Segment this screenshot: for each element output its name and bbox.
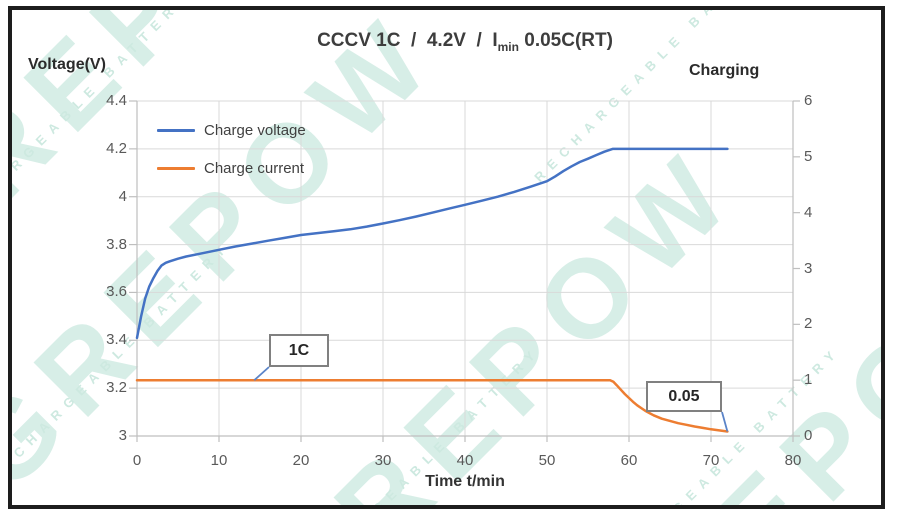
y-left-tick-label: 3	[118, 427, 127, 444]
chart-title-text: CCCV 1C / 4.2V / I	[317, 30, 498, 51]
y-left-tick-label: 3.8	[106, 235, 127, 253]
legend: Charge voltage Charge current	[157, 118, 306, 194]
y-right-tick-label: 0	[804, 427, 813, 444]
y-left-tick-label: 4	[118, 187, 127, 205]
x-tick-label: 30	[374, 452, 392, 469]
x-tick-label: 20	[292, 452, 310, 469]
y-left-tick-label: 4.2	[106, 139, 127, 157]
y-right-tick-label: 4	[804, 203, 813, 221]
x-tick-label: 70	[702, 452, 720, 469]
x-tick-label: 40	[456, 452, 474, 469]
y-right-tick-label: 6	[804, 92, 813, 109]
chart-title: CCCV 1C / 4.2V / Imin 0.05C(RT)	[137, 30, 793, 54]
annotation-1c: 1C	[269, 334, 329, 367]
y-right-tick-label: 3	[804, 259, 813, 277]
voltage-line-swatch	[157, 128, 195, 132]
chart-title-suffix: 0.05C(RT)	[518, 30, 613, 51]
y-left-tick-label: 3.4	[106, 331, 127, 349]
y-left-tick-label: 3.2	[106, 379, 127, 397]
x-tick-label: 50	[538, 452, 556, 469]
y-right-tick-label: 1	[804, 371, 813, 389]
chart-title-subscript: min	[497, 39, 519, 54]
y-right-tick-label: 2	[804, 315, 813, 333]
x-tick-label: 80	[784, 452, 802, 469]
x-tick-label: 60	[620, 452, 638, 469]
right-axis-title: Charging	[689, 62, 760, 79]
x-tick-label: 0	[132, 452, 142, 469]
annotation-0-05: 0.05	[646, 381, 722, 412]
current-line-swatch	[157, 166, 195, 170]
x-tick-label: 10	[210, 452, 228, 469]
x-axis-title: Time t/min	[425, 473, 505, 490]
y-right-tick-label: 5	[804, 147, 813, 165]
y-left-tick-label: 4.4	[106, 92, 127, 109]
legend-item-current: Charge current	[157, 156, 306, 180]
legend-label-voltage: Charge voltage	[204, 121, 306, 139]
left-axis-title: Voltage(V)	[28, 56, 106, 73]
y-left-tick-label: 3.6	[106, 283, 127, 301]
plot-area	[129, 100, 800, 442]
chart-frame: GREPOW GREPOW GREPOW GREPOW RECHARGEABLE BAT…	[8, 6, 885, 509]
legend-label-current: Charge current	[204, 159, 305, 177]
legend-item-voltage: Charge voltage	[157, 118, 306, 142]
